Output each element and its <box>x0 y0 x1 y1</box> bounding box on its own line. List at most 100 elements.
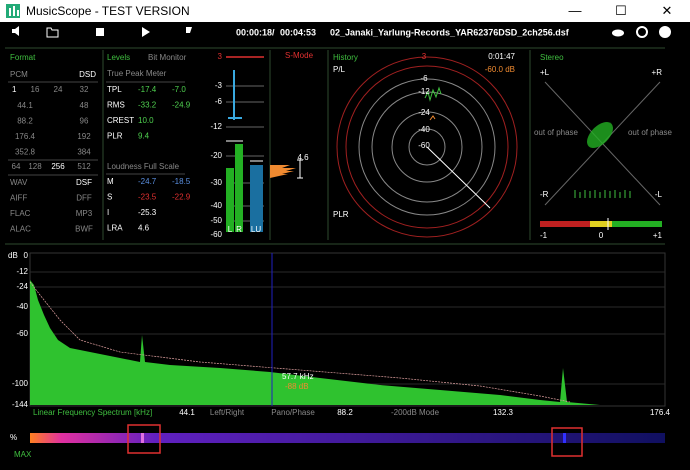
y-tick-label: 0 <box>24 251 29 260</box>
level-meter <box>226 56 303 232</box>
y-tick-label: -144 <box>12 400 29 409</box>
x-tick-label: 88.2 <box>337 408 353 417</box>
container: DSF <box>76 178 92 187</box>
bit-depth: 1 <box>12 85 17 94</box>
lu-value: 4.6 <box>297 153 309 162</box>
time-separator: / <box>272 27 275 37</box>
y-tick-label: -40 <box>16 302 28 311</box>
ring-label: -40 <box>418 125 430 134</box>
minimize-button[interactable]: — <box>568 3 582 18</box>
y-tick-label: -12 <box>16 267 28 276</box>
history-level: -60.0 dB <box>485 65 515 74</box>
maximize-button[interactable]: ☐ <box>615 3 627 18</box>
y-tick-label: -60 <box>16 329 28 338</box>
cursor-frequency: 57.7 kHz <box>282 372 314 381</box>
sample-rate: 352.8 <box>15 148 36 157</box>
axis-title: Linear Frequency Spectrum [kHz] <box>33 408 152 417</box>
meter-scale: -3 <box>215 81 223 90</box>
corner-label: +R <box>652 68 663 77</box>
history-time: 0:01:47 <box>488 52 515 61</box>
analyze-button[interactable] <box>186 27 192 33</box>
phase-label: out of phase <box>628 128 673 137</box>
sample-rate: 44.1 <box>17 101 33 110</box>
level-value: 10.0 <box>138 116 154 125</box>
panel-frames <box>5 47 665 245</box>
sample-rate: 384 <box>77 148 91 157</box>
ring-label: -60 <box>418 141 430 150</box>
x-tick-label: -200dB Mode <box>391 408 440 417</box>
x-tick-label: Pano/Phase <box>271 408 315 417</box>
corner-label: -L <box>655 190 663 199</box>
meter-scale: -60 <box>210 230 222 239</box>
format-header: PCM <box>10 70 28 79</box>
level-value: 9.4 <box>138 132 150 141</box>
volume-button[interactable] <box>12 26 19 36</box>
dsd-rate: 512 <box>77 162 91 171</box>
meter-scale: -50 <box>210 216 222 225</box>
phase-label: out of phase <box>534 128 579 137</box>
history-rings <box>336 56 518 238</box>
loudness-value: -18.5 <box>172 177 191 186</box>
container: ALAC <box>10 225 31 234</box>
sample-rate: 96 <box>80 117 89 126</box>
level-value: -7.0 <box>172 85 186 94</box>
open-button[interactable] <box>46 27 59 38</box>
bit-depth: 24 <box>54 85 63 94</box>
cloud-button[interactable] <box>612 29 624 37</box>
app-icon <box>6 4 20 18</box>
balance-label: +1 <box>653 231 663 240</box>
x-tick-label: 176.4 <box>650 408 671 417</box>
stop-button[interactable] <box>96 28 104 36</box>
play-button[interactable] <box>142 27 150 37</box>
spectrum-area <box>30 280 600 405</box>
panel-title: History <box>333 53 358 62</box>
container: WAV <box>10 178 28 187</box>
loudness-label: LRA <box>107 224 123 233</box>
level-label: RMS <box>107 101 125 110</box>
balance-label: 0 <box>599 231 604 240</box>
loudness-label: S <box>107 193 112 202</box>
corner-label: -R <box>540 190 549 199</box>
history-footer: PLR <box>333 210 349 219</box>
spectrum <box>29 252 666 407</box>
tab-label: Bit Monitor <box>148 53 187 62</box>
toolbar <box>12 26 671 38</box>
container: BWF <box>75 225 93 234</box>
section-label: True Peak Meter <box>107 69 167 78</box>
close-button[interactable]: ✕ <box>661 3 673 18</box>
meter-mode: S-Mode <box>285 51 314 60</box>
ring-label: -24 <box>418 108 430 117</box>
x-tick-label: 44.1 <box>179 408 195 417</box>
corner-label: +L <box>540 68 550 77</box>
bar-l <box>226 168 234 232</box>
sample-rate: 48 <box>80 101 89 110</box>
sample-rate: 88.2 <box>17 117 33 126</box>
dsd-rate: 256 <box>51 162 65 171</box>
section-label: Loudness Full Scale <box>107 162 180 171</box>
panel-title: Levels <box>107 53 130 62</box>
meter-scale: -12 <box>210 122 222 131</box>
panel-title: Stereo <box>540 53 564 62</box>
sample-rate: 192 <box>77 132 91 141</box>
loudness-label: M <box>107 177 114 186</box>
lu-histogram <box>270 165 296 178</box>
settings-button[interactable] <box>636 26 648 38</box>
percent-strip <box>30 433 665 443</box>
level-value: -33.2 <box>138 101 157 110</box>
ring-label: -12 <box>418 87 430 96</box>
meter-scale: -30 <box>210 178 222 187</box>
y-tick-label: -100 <box>12 379 29 388</box>
bit-depth: 16 <box>31 85 40 94</box>
container: DFF <box>76 194 92 203</box>
level-value: -17.4 <box>138 85 157 94</box>
y-tick-label: -24 <box>16 282 28 291</box>
level-label: PLR <box>107 132 123 141</box>
highlight-box <box>551 427 583 457</box>
axis-unit: dB <box>8 251 18 260</box>
window-title: MusicScope - TEST VERSION <box>26 4 190 18</box>
container: MP3 <box>76 209 93 218</box>
balance-label: -1 <box>540 231 548 240</box>
info-button[interactable] <box>659 26 671 38</box>
cursor-level: -88 dB <box>285 382 309 391</box>
